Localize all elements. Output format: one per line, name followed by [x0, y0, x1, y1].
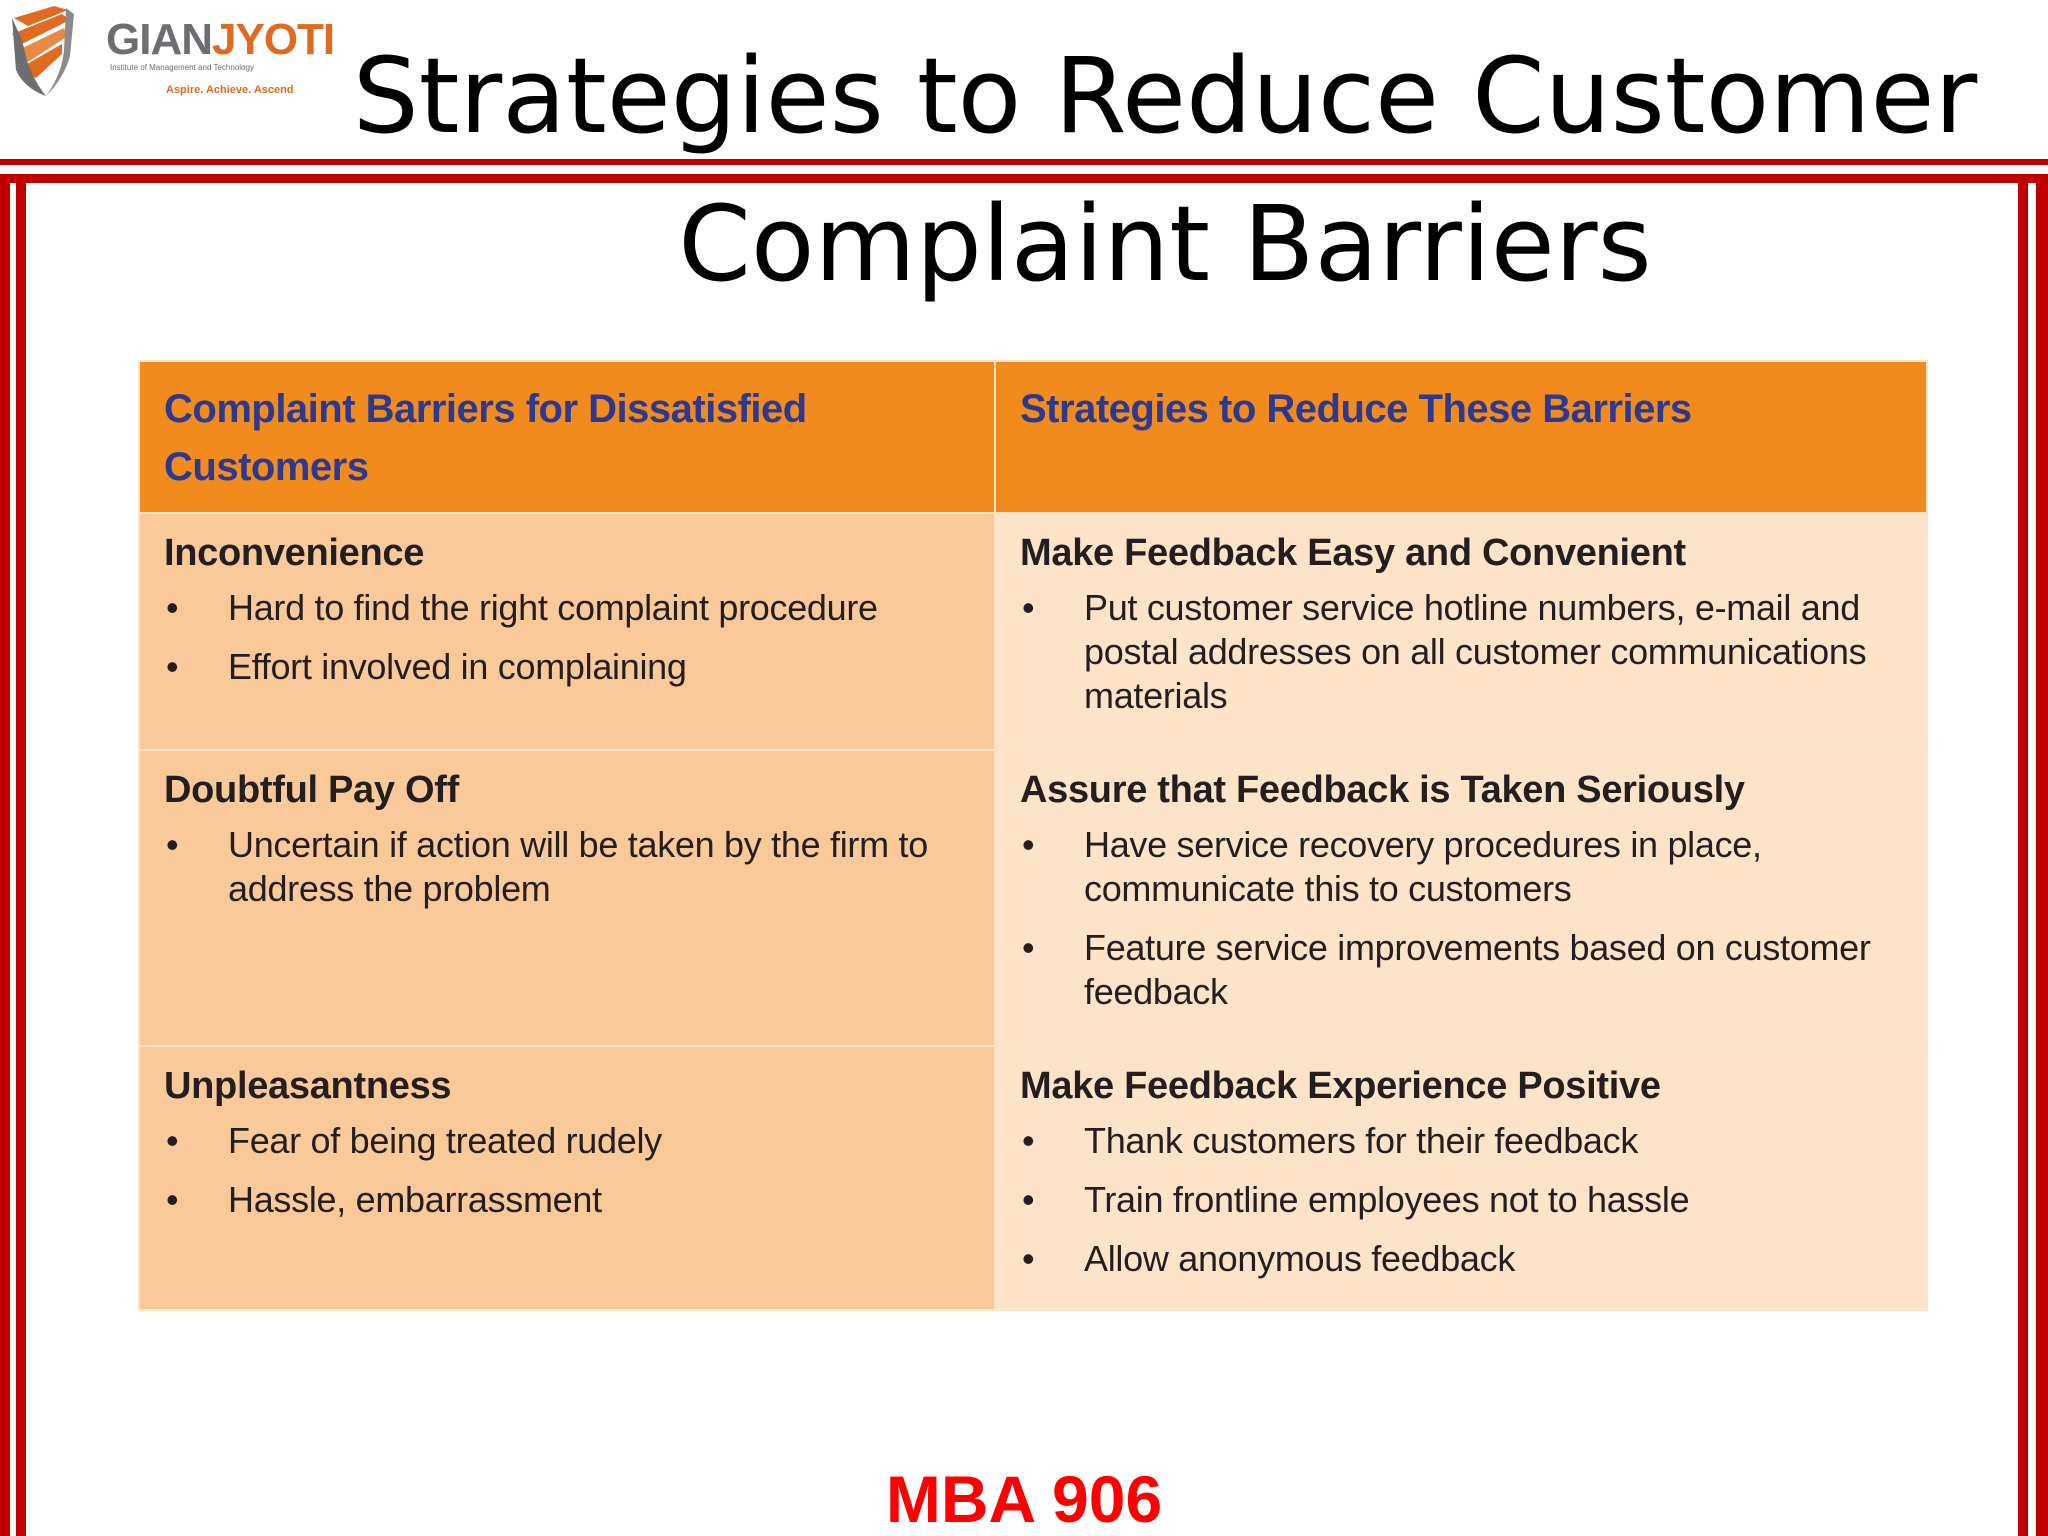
frame-top-line-thin: [0, 159, 2048, 165]
logo-name-jyoti: JYOTI: [212, 15, 335, 64]
frame-left-bar-outer: [0, 174, 10, 1536]
barrier-point: Fear of being treated rudely: [164, 1119, 972, 1163]
barrier-point: Hassle, embarrassment: [164, 1178, 972, 1222]
barrier-heading: Doubtful Pay Off: [164, 769, 459, 811]
logo-tagline: Aspire. Achieve. Ascend: [166, 84, 294, 96]
frame-top-line-thick: [0, 174, 2048, 183]
barrier-point: Effort involved in complaining: [164, 645, 972, 689]
strategy-heading: Make Feedback Experience Positive: [1020, 1065, 1661, 1107]
barriers-strategies-table: Complaint Barriers for Dissatisfied Cust…: [138, 360, 1928, 1311]
strategy-point: Allow anonymous feedback: [1020, 1237, 1904, 1281]
slide-title: Strategies to Reduce Customer Complaint …: [352, 35, 1978, 305]
barrier-cell: Doubtful Pay Off Uncertain if action wil…: [138, 749, 996, 1047]
header-cell-barriers: Complaint Barriers for Dissatisfied Cust…: [138, 360, 996, 514]
barrier-points: Uncertain if action will be taken by the…: [164, 823, 972, 911]
barrier-points: Hard to find the right complaint procedu…: [164, 586, 972, 689]
strategy-point: Put customer service hotline numbers, e-…: [1020, 586, 1904, 718]
barrier-heading: Unpleasantness: [164, 1065, 452, 1107]
strategy-point: Have service recovery procedures in plac…: [1020, 823, 1904, 911]
barrier-cell: Unpleasantness Fear of being treated rud…: [138, 1045, 996, 1311]
strategy-cell: Assure that Feedback is Taken Seriously …: [994, 749, 1928, 1047]
strategy-points: Have service recovery procedures in plac…: [1020, 823, 1904, 1014]
barrier-point: Uncertain if action will be taken by the…: [164, 823, 972, 911]
frame-left-bar-inner: [16, 183, 26, 1536]
table-row: Inconvenience Hard to find the right com…: [138, 512, 1928, 751]
course-code-footer: MBA 906: [885, 1462, 1163, 1536]
strategy-heading: Assure that Feedback is Taken Seriously: [1020, 769, 1745, 811]
barrier-cell: Inconvenience Hard to find the right com…: [138, 512, 996, 751]
gianjyoti-logo: GIANJYOTI Institute of Management and Te…: [6, 0, 336, 104]
table-header-row: Complaint Barriers for Dissatisfied Cust…: [138, 360, 1928, 514]
frame-right-bar-inner: [2018, 183, 2028, 1536]
header-cell-strategies: Strategies to Reduce These Barriers: [994, 360, 1928, 514]
strategy-cell: Make Feedback Experience Positive Thank …: [994, 1045, 1928, 1311]
strategy-points: Thank customers for their feedback Train…: [1020, 1119, 1904, 1281]
strategy-point: Feature service improvements based on cu…: [1020, 926, 1904, 1014]
logo-name-gian: GIAN: [106, 15, 213, 64]
strategy-point: Train frontline employees not to hassle: [1020, 1178, 1904, 1222]
strategy-points: Put customer service hotline numbers, e-…: [1020, 586, 1904, 718]
table-row: Unpleasantness Fear of being treated rud…: [138, 1045, 1928, 1311]
shield-icon: [12, 6, 74, 96]
barrier-points: Fear of being treated rudely Hassle, emb…: [164, 1119, 972, 1222]
strategy-cell: Make Feedback Easy and Convenient Put cu…: [994, 512, 1928, 751]
strategy-point: Thank customers for their feedback: [1020, 1119, 1904, 1163]
header-barriers-label: Complaint Barriers for Dissatisfied Cust…: [164, 387, 807, 489]
logo-subtitle: Institute of Management and Technology: [110, 63, 254, 72]
header-strategies-label: Strategies to Reduce These Barriers: [1020, 387, 1692, 431]
frame-right-bar-outer: [2036, 174, 2048, 1536]
strategy-heading: Make Feedback Easy and Convenient: [1020, 532, 1686, 574]
table-row: Doubtful Pay Off Uncertain if action wil…: [138, 749, 1928, 1047]
barrier-point: Hard to find the right complaint procedu…: [164, 586, 972, 630]
barrier-heading: Inconvenience: [164, 532, 425, 574]
